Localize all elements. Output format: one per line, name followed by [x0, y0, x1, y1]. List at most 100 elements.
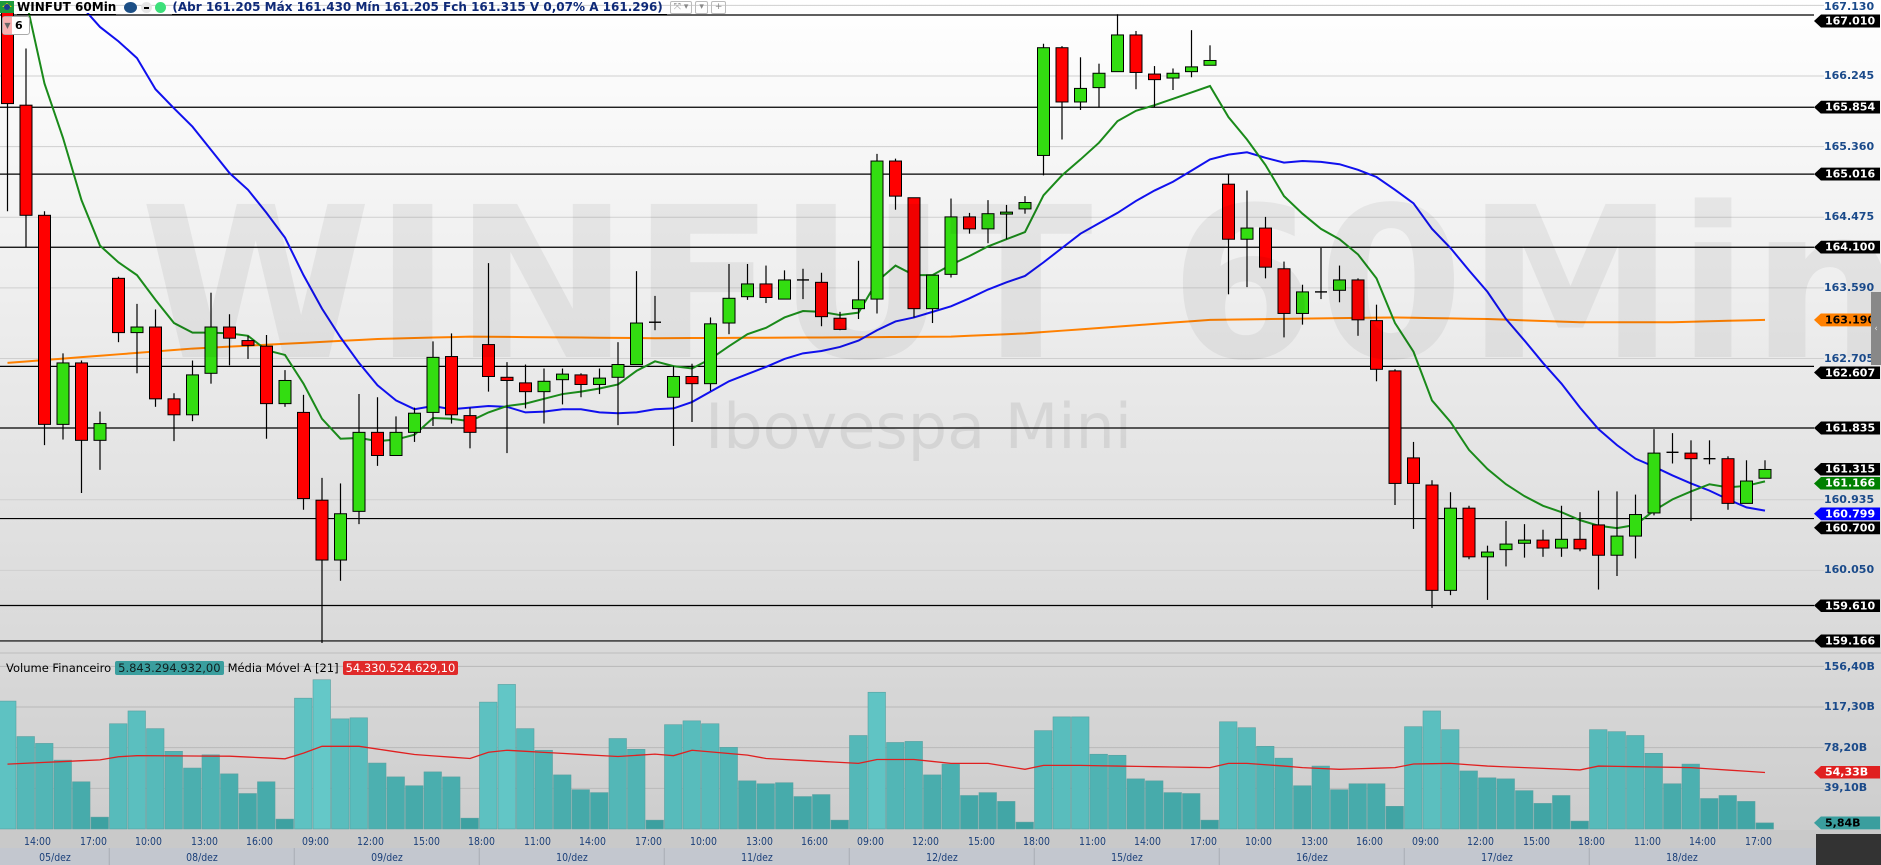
price-tick-label: 162.705 [1824, 351, 1875, 365]
side-panel-toggle[interactable]: ‹ [1871, 292, 1881, 365]
candle-down [1462, 507, 1476, 558]
volume-tag: 5,84B [1814, 816, 1880, 830]
price-tick-label: 166.245 [1824, 69, 1875, 83]
time-tick-label: 11:00 [1633, 835, 1661, 848]
time-tick-label: 15:00 [412, 835, 440, 848]
candle-down [1573, 538, 1587, 550]
chart-title[interactable]: WINFUT 60Min [17, 0, 117, 15]
candle-up [1444, 507, 1457, 591]
volume-bar [608, 738, 627, 830]
candle-down [1536, 539, 1550, 549]
volume-bar [331, 718, 350, 830]
price-tag: 167.010 [1814, 14, 1880, 28]
candle-up [1333, 279, 1346, 291]
volume-bar [183, 767, 202, 830]
alerts-count: 6 [15, 19, 23, 32]
volume-bar [1145, 780, 1164, 830]
volume-bar [1718, 795, 1737, 830]
volume-bar [1089, 753, 1108, 830]
candle-up [630, 322, 643, 366]
price-tag: 160.799 [1814, 507, 1880, 521]
volume-bar [553, 774, 572, 830]
add-indicator-button[interactable]: + [710, 0, 727, 14]
candle-up [1518, 539, 1531, 544]
ma-short-line [27, 13, 1766, 530]
volume-tick-label: 39,10B [1824, 781, 1868, 795]
time-axis-bg [0, 830, 1881, 848]
time-tick-label: 17:00 [1189, 835, 1217, 848]
volume-bar [423, 771, 442, 830]
crosshair-menu-button[interactable]: ⤧ ▾ [669, 0, 693, 14]
time-tick-label: 09:00 [1411, 835, 1439, 848]
candle-up [981, 213, 995, 230]
time-tick-label: 17:00 [79, 835, 107, 848]
time-tick-label: 14:00 [24, 835, 51, 848]
time-tick-label: 11:00 [1078, 835, 1106, 848]
minimize-icon[interactable] [141, 1, 153, 13]
candle-down [75, 362, 88, 441]
candle-down [519, 382, 532, 393]
price-tag: 162.607 [1814, 366, 1880, 380]
volume-title: Volume Financeiro [6, 661, 112, 675]
time-tick-label: 13:00 [190, 835, 218, 848]
bmf-icon [124, 1, 138, 13]
candle-down [297, 411, 310, 500]
volume-bar [1552, 795, 1571, 830]
volume-bar [1367, 783, 1386, 830]
volume-tick-label: 78,20B [1824, 740, 1868, 754]
volume-bar [1330, 789, 1349, 830]
volume-bar [775, 782, 794, 830]
volume-bar [1644, 752, 1663, 830]
candle-down [833, 317, 847, 330]
volume-bar [1496, 778, 1515, 830]
horizontal-levels[interactable] [0, 14, 1814, 642]
price-tick-label: 165.360 [1824, 139, 1875, 153]
volume-bar [1200, 819, 1219, 830]
time-tick-label: 12:00 [357, 835, 384, 848]
volume-bar [109, 723, 128, 830]
volume-bar [405, 785, 424, 830]
candle-up [1166, 72, 1180, 79]
candle-up [537, 380, 551, 393]
volume-bar [756, 783, 775, 830]
time-tick-label: 10:00 [1245, 835, 1272, 848]
volume-bar [812, 794, 831, 830]
date-label: 17/dez [1480, 851, 1513, 864]
candle-up [1185, 66, 1198, 73]
dropdown-button[interactable]: ▾ [695, 0, 708, 14]
candle-down [685, 375, 699, 385]
candle-down [149, 326, 162, 400]
volume-ma-label[interactable]: Média Móvel A [21] [227, 661, 339, 675]
candle-down [241, 340, 255, 346]
candle-up [741, 283, 754, 298]
volume-bar [16, 736, 35, 830]
volume-bar [460, 817, 479, 830]
candle-down [1129, 34, 1143, 73]
watermark-name: Ibovespa Mini [705, 390, 1133, 463]
candle-up [204, 326, 218, 374]
price-tick-label: 164.475 [1824, 210, 1875, 224]
volume-bar [53, 759, 72, 830]
axis-corner [1816, 834, 1881, 865]
time-tick-label: 10:00 [135, 835, 162, 848]
candle-down [445, 356, 458, 416]
candle-up [778, 279, 791, 300]
volume-bar [90, 816, 109, 830]
volume-bar [1219, 721, 1238, 830]
volume-bar [904, 741, 923, 830]
time-tick-label: 14:00 [1134, 835, 1161, 848]
volume-bar [1755, 822, 1774, 830]
price-tick-label: 163.590 [1824, 280, 1875, 294]
alerts-badge[interactable]: ▼ 6 [2, 16, 30, 35]
time-tick-label: 17:00 [634, 835, 662, 848]
candle-up [1018, 202, 1032, 210]
volume-value-badge: 5.843.294.932,00 [115, 661, 224, 675]
time-tick-label: 09:00 [301, 835, 329, 848]
volume-bar [682, 720, 701, 830]
volume-bar [479, 701, 498, 830]
candle-down [907, 197, 921, 310]
volume-bar [1459, 770, 1478, 830]
price-tag: 165.854 [1814, 100, 1880, 114]
candles [1, 13, 1772, 644]
